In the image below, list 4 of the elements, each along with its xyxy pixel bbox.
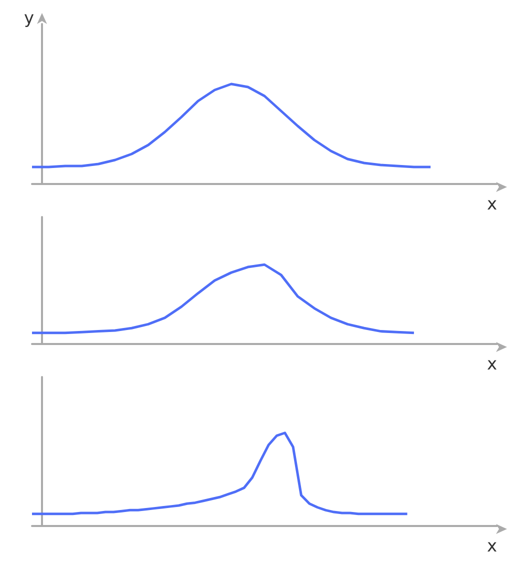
x-axis-title: x (487, 536, 498, 556)
y-axis-title: y (24, 8, 34, 28)
x-axis-title: x (487, 354, 498, 374)
x-axis-title: x (487, 194, 498, 214)
